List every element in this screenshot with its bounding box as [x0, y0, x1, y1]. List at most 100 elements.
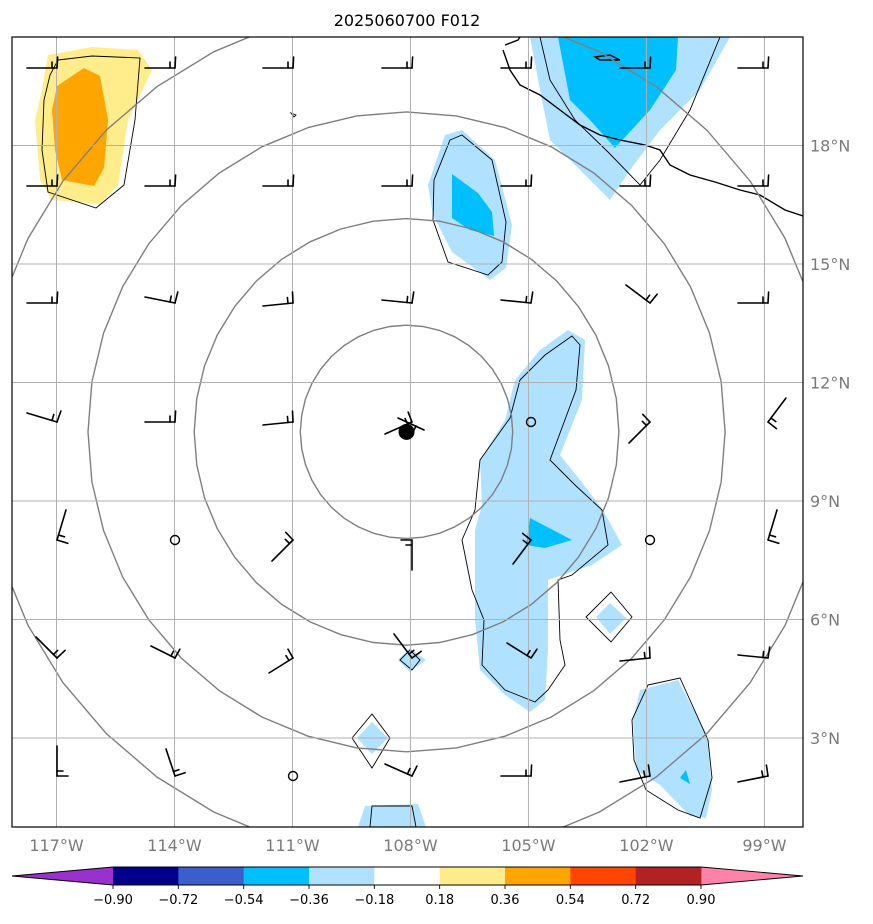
latitude-labels: 18°N 15°N 12°N 9°N 6°N 3°N [810, 137, 850, 749]
storm-center-marker [398, 423, 415, 440]
wind-barb [500, 764, 533, 777]
lon-tick-label: 105°W [501, 836, 556, 855]
wind-barb [767, 397, 787, 430]
colorbar-tick-label: −0.36 [289, 893, 329, 908]
wind-barb [144, 410, 177, 423]
lon-tick-label: 108°W [383, 836, 438, 855]
colorbar-tick-label: 0.54 [556, 893, 585, 908]
colorbar-segment [570, 867, 637, 885]
lon-tick-label: 99°W [742, 836, 786, 855]
colorbar-tick-label: −0.90 [93, 893, 133, 908]
wind-barb [506, 642, 538, 659]
wind-barb [381, 174, 414, 187]
negative-region-top-right-core [558, 37, 678, 148]
wind-barb [268, 648, 294, 674]
wind-barb [26, 174, 59, 187]
colorbar-segment [374, 867, 441, 885]
range-ring [299, 324, 514, 540]
wind-barb [628, 413, 651, 444]
wind-barb [381, 291, 415, 304]
wind-barb [56, 509, 69, 545]
wind-barb [393, 633, 422, 659]
lat-tick-label: 12°N [810, 374, 850, 393]
negative-region-small-east [596, 603, 626, 634]
colorbar-segment [309, 867, 375, 885]
wind-barb [262, 56, 295, 69]
lat-tick-label: 9°N [810, 492, 840, 511]
lon-tick-label: 114°W [147, 836, 202, 855]
wind-barb [737, 174, 770, 187]
wind-barb [737, 291, 770, 304]
lat-tick-label: 3°N [810, 729, 840, 748]
wind-barb [384, 763, 418, 777]
wind-barb [737, 646, 771, 659]
wind-barb [144, 174, 177, 187]
wind-barb [26, 291, 59, 304]
wind-barb [512, 532, 532, 565]
range-ring [87, 111, 726, 753]
wind-barb [619, 56, 652, 69]
lat-tick-label: 18°N [810, 137, 850, 156]
negative-region-central-core [526, 518, 572, 548]
negative-region-north-core [452, 174, 494, 236]
range-ring [193, 217, 620, 646]
longitude-labels: 117°W 114°W 111°W 108°W 105°W 102°W 99°W [29, 836, 786, 855]
colorbar-segment [243, 867, 310, 885]
colorbar-segment [439, 867, 506, 885]
colorbar-tick-label: 0.90 [687, 893, 716, 908]
wind-barb [737, 56, 770, 69]
colorbar-tick-label: 0.18 [425, 893, 454, 908]
colorbar-tick-label: −0.72 [158, 893, 198, 908]
wind-barb [500, 56, 533, 69]
calm-wind-marker [644, 534, 656, 546]
wind-barb [144, 56, 177, 69]
wind-barb [56, 745, 69, 777]
range-ring [12, 37, 803, 827]
wind-barb [619, 174, 652, 187]
wind-barb [144, 291, 179, 304]
wind-barb [619, 646, 651, 662]
colorbar-extend-high [701, 867, 803, 885]
wind-barb [150, 645, 181, 659]
colorbar-tick-label: −0.18 [354, 893, 394, 908]
wind-barb [625, 284, 658, 304]
lon-tick-label: 117°W [29, 836, 84, 855]
negative-region-southeast [633, 680, 712, 818]
wind-barb [737, 764, 769, 783]
negative-region-central [475, 330, 622, 712]
colorbar: −0.90 −0.72 −0.54 −0.36 −0.18 0.18 0.36 0.54 0.7… [11, 866, 804, 908]
lon-tick-label: 111°W [265, 836, 320, 855]
calm-wind-marker [525, 416, 537, 428]
wind-barb [165, 748, 186, 777]
calm-wind-marker [287, 770, 299, 782]
colorbar-segment [505, 867, 571, 885]
lat-tick-label: 15°N [810, 255, 850, 274]
wind-barb [381, 56, 414, 69]
wind-barbs [26, 56, 787, 783]
negative-region-southeast-core [680, 770, 690, 784]
wind-barb [500, 174, 533, 187]
shaded-field [35, 37, 730, 827]
lat-tick-label: 6°N [810, 611, 840, 630]
negative-region-small-mid [398, 648, 426, 672]
map-plot-area [12, 37, 803, 827]
negative-region-bottom-edge [358, 804, 426, 827]
calm-wind-marker [169, 534, 181, 546]
wind-barb [26, 410, 62, 423]
chart-title: 2025060700 F012 [334, 11, 481, 30]
colorbar-segment [113, 867, 179, 885]
colorbar-tick-label: −0.54 [224, 893, 264, 908]
wind-barb [26, 56, 59, 69]
wind-barb [619, 764, 651, 783]
wind-barb [35, 636, 66, 659]
gridlines [12, 37, 803, 827]
plot-frame [11, 36, 804, 828]
colorbar-tick-label: 0.36 [491, 893, 520, 908]
colorbar-segment [178, 867, 245, 885]
wind-barb [767, 509, 780, 545]
lon-tick-label: 102°W [619, 836, 674, 855]
wind-barb [262, 410, 294, 426]
positive-region-orange [52, 68, 108, 186]
colorbar-tick-label: 0.72 [621, 893, 650, 908]
